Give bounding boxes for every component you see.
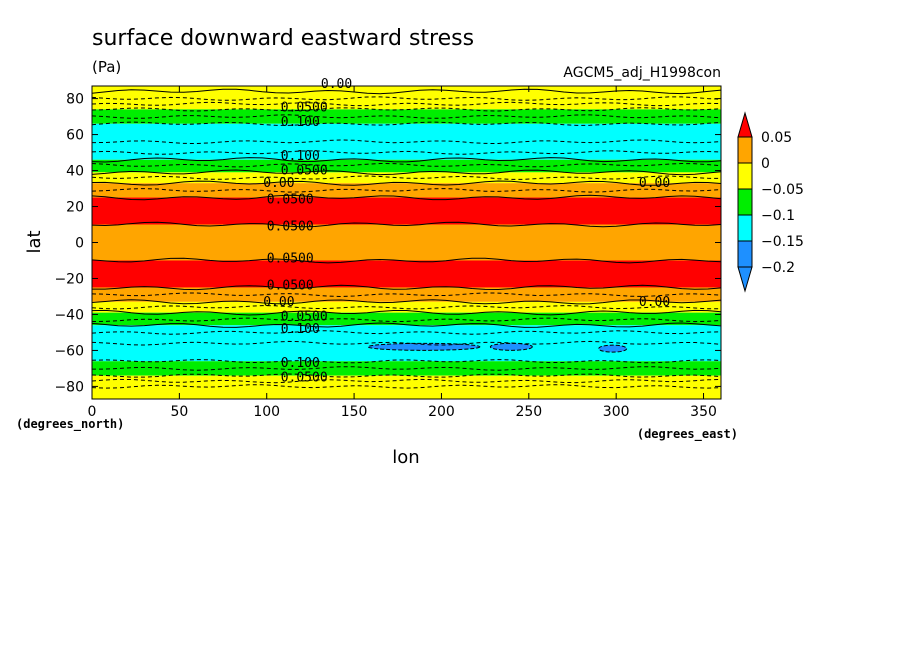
colorbar-label: 0 xyxy=(761,156,770,172)
plot-bands xyxy=(92,86,721,399)
x-axis: 0 50 100 150 200 250 300 350 xyxy=(88,86,717,420)
contour-label: 0.00 xyxy=(321,77,352,92)
colorbar-triangle-bottom xyxy=(737,266,753,293)
contour-line-solid xyxy=(91,309,722,316)
y-tick-label: 20 xyxy=(66,200,84,216)
y-axis-label: lat xyxy=(24,230,45,253)
contour-band xyxy=(92,301,721,313)
y-tick-label: −60 xyxy=(54,343,84,359)
x-tick-label: 0 xyxy=(88,404,97,420)
contour-line-solid xyxy=(91,180,722,186)
contour-label: 0.0500 xyxy=(281,164,328,179)
contour-patch xyxy=(598,344,628,353)
colorbar-segment xyxy=(737,240,753,268)
colorbar-label: 0.05 xyxy=(761,130,792,146)
contour-line-solid xyxy=(91,299,722,305)
y-tick-label: −40 xyxy=(54,307,84,323)
contour-band xyxy=(92,260,721,288)
contour-patch xyxy=(489,342,533,351)
contour-label: 0.0500 xyxy=(267,192,314,207)
contour-band xyxy=(92,123,721,160)
colorbar-segment xyxy=(737,214,753,242)
contour-label: 0.100 xyxy=(281,115,320,130)
colorbar-segment xyxy=(737,188,753,216)
colorbar-label: −0.2 xyxy=(761,260,795,276)
contour-label: 0.0500 xyxy=(267,252,314,267)
contour-label: 0.0500 xyxy=(281,101,328,116)
contour-label: 0.00 xyxy=(639,295,670,310)
colorbar: 0.05 0 −0.05 −0.1 −0.15 −0.2 xyxy=(737,111,804,293)
y-axis-unit: (degrees_north) xyxy=(16,417,124,432)
x-tick-label: 150 xyxy=(341,404,368,420)
contour-label: 0.00 xyxy=(263,176,294,191)
y-tick-label: 80 xyxy=(66,92,84,108)
contour-label: 0.0500 xyxy=(267,279,314,294)
contour-band xyxy=(92,159,721,173)
contour-band xyxy=(92,287,721,302)
x-tick-label: 250 xyxy=(515,404,542,420)
colorbar-segment xyxy=(737,162,753,190)
contour-label: 0.100 xyxy=(281,356,320,371)
units-label: (Pa) xyxy=(92,58,121,76)
y-tick-label: 40 xyxy=(66,164,84,180)
x-tick-label: 350 xyxy=(690,404,717,420)
x-tick-label: 300 xyxy=(603,404,630,420)
colorbar-label: −0.05 xyxy=(761,182,804,198)
contour-band xyxy=(92,109,721,124)
y-axis: 80 60 40 20 0 −20 −40 −60 −80 xyxy=(54,92,721,395)
contour-band xyxy=(92,172,721,184)
contour-label: 0.00 xyxy=(263,295,294,310)
contour-line-solid xyxy=(91,221,722,228)
contour-line-solid xyxy=(91,257,722,264)
contour-line-solid xyxy=(91,322,722,328)
plot-contours xyxy=(91,88,722,389)
y-tick-label: 0 xyxy=(75,236,84,252)
colorbar-label: −0.15 xyxy=(761,234,804,250)
contour-line-solid xyxy=(91,194,722,201)
x-tick-label: 100 xyxy=(253,404,280,420)
x-axis-label: lon xyxy=(392,447,419,468)
contour-label: 0.100 xyxy=(281,322,320,337)
contour-band xyxy=(92,224,721,261)
contour-line-solid xyxy=(91,169,722,176)
contour-label: 0.100 xyxy=(281,149,320,164)
contour-band xyxy=(92,197,721,225)
contour-label: 0.0500 xyxy=(267,219,314,234)
y-tick-label: −80 xyxy=(54,379,84,395)
x-axis-unit: (degrees_east) xyxy=(637,427,738,442)
contour-label: 0.00 xyxy=(639,176,670,191)
colorbar-triangle-top xyxy=(737,111,753,138)
contour-band xyxy=(92,361,721,376)
x-tick-label: 200 xyxy=(428,404,455,420)
contour-line-solid xyxy=(92,284,722,291)
colorbar-label: −0.1 xyxy=(761,208,795,224)
contour-band xyxy=(92,312,721,326)
contour-label: 0.0500 xyxy=(281,370,328,385)
x-tick-label: 50 xyxy=(170,404,188,420)
contour-band xyxy=(92,183,721,198)
y-tick-label: −20 xyxy=(54,271,84,287)
contour-line-solid xyxy=(91,157,722,163)
chart-title: surface downward eastward stress xyxy=(92,26,474,51)
colorbar-segment xyxy=(737,136,753,164)
contour-label: 0.0500 xyxy=(281,309,328,324)
y-tick-label: 60 xyxy=(66,128,84,144)
experiment-label: AGCM5_adj_H1998con xyxy=(563,65,721,81)
